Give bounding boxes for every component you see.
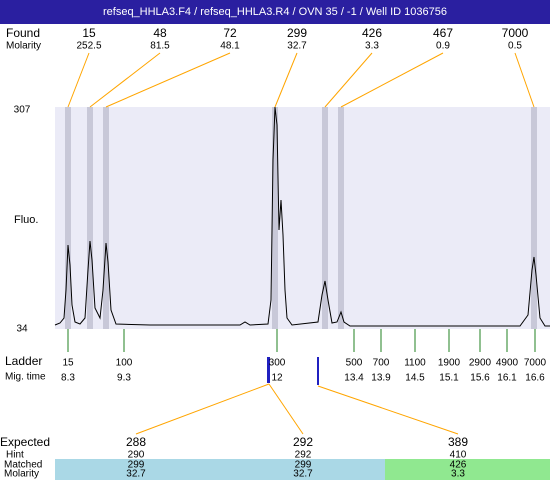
connector: [340, 52, 444, 108]
matched-molarity: 32.7: [126, 469, 146, 480]
title-bar: [0, 0, 550, 24]
matched: 299: [128, 460, 145, 471]
marker: [267, 357, 270, 383]
found-size: 48: [153, 26, 167, 40]
mig-time: 15.1: [439, 373, 459, 384]
connector: [105, 52, 231, 108]
connector: [324, 52, 373, 108]
connector: [317, 385, 459, 435]
molarity-label: Molarity: [6, 41, 41, 52]
molarity-label: Molarity: [4, 469, 39, 480]
ladder-size: 300: [269, 358, 286, 369]
hint: 292: [295, 450, 312, 461]
y-min: 34: [16, 324, 28, 335]
found-size: 72: [223, 26, 237, 40]
mig-time: 13.4: [344, 373, 364, 384]
peak-band: [103, 107, 109, 329]
peak-band: [531, 107, 537, 329]
ladder-size: 1100: [404, 358, 426, 369]
y-max: 307: [14, 105, 31, 116]
found-molarity: 48.1: [220, 41, 240, 52]
connector: [89, 52, 161, 108]
mig-time: 8.3: [61, 373, 75, 384]
peak-band: [87, 107, 93, 329]
matched-bg: [55, 459, 385, 480]
ladder-label: Ladder: [5, 354, 42, 368]
connector: [135, 383, 270, 435]
connector: [268, 383, 304, 435]
connector: [274, 52, 298, 108]
peak-band: [272, 107, 278, 329]
ladder-size: 100: [116, 358, 133, 369]
trace: [54, 106, 550, 327]
mig-time: 16.6: [525, 373, 545, 384]
hint: 410: [450, 450, 467, 461]
ladder-size: 7000: [524, 358, 547, 369]
found-size: 7000: [502, 26, 529, 40]
connector: [514, 52, 535, 108]
peak-band: [65, 107, 71, 329]
found-molarity: 3.3: [365, 41, 379, 52]
hint-label: Hint: [6, 450, 24, 461]
found-size: 15: [82, 26, 96, 40]
matched-molarity: 32.7: [293, 469, 313, 480]
mig-time: 13.9: [371, 373, 391, 384]
matched-label: Matched: [4, 460, 42, 471]
title: refseq_HHLA3.F4 / refseq_HHLA3.R4 / OVN …: [103, 6, 447, 18]
found-molarity: 32.7: [287, 41, 307, 52]
mig-time-label: Mig. time: [5, 372, 46, 383]
y-axis-label: Fluo.: [14, 214, 38, 226]
mig-time: 12: [271, 373, 283, 384]
expected-size: 389: [448, 435, 468, 449]
matched: 299: [295, 460, 312, 471]
ladder-size: 700: [373, 358, 390, 369]
found-molarity: 0.9: [436, 41, 450, 52]
mig-time: 16.1: [497, 373, 517, 384]
expected-label: Expected: [0, 435, 50, 449]
mig-time: 15.6: [470, 373, 490, 384]
ladder-size: 500: [346, 358, 363, 369]
expected-size: 292: [293, 435, 313, 449]
ladder-size: 15: [62, 358, 74, 369]
found-size: 299: [287, 26, 307, 40]
found-molarity: 81.5: [150, 41, 170, 52]
peak-band: [322, 107, 328, 329]
expected-size: 288: [126, 435, 146, 449]
matched-bg: [385, 459, 550, 480]
found-size: 426: [362, 26, 382, 40]
hint: 290: [128, 450, 145, 461]
ladder-size: 1900: [438, 358, 461, 369]
plot-area: [55, 107, 550, 329]
mig-time: 14.5: [405, 373, 425, 384]
found-molarity: 252.5: [76, 41, 101, 52]
found-molarity: 0.5: [508, 41, 522, 52]
found-label: Found: [6, 26, 40, 40]
matched-molarity: 3.3: [451, 469, 465, 480]
found-size: 467: [433, 26, 453, 40]
ladder-size: 4900: [496, 358, 519, 369]
peak-band: [338, 107, 344, 329]
marker: [317, 357, 319, 385]
matched: 426: [450, 460, 467, 471]
mig-time: 9.3: [117, 373, 131, 384]
ladder-size: 2900: [469, 358, 492, 369]
connector: [67, 52, 90, 108]
